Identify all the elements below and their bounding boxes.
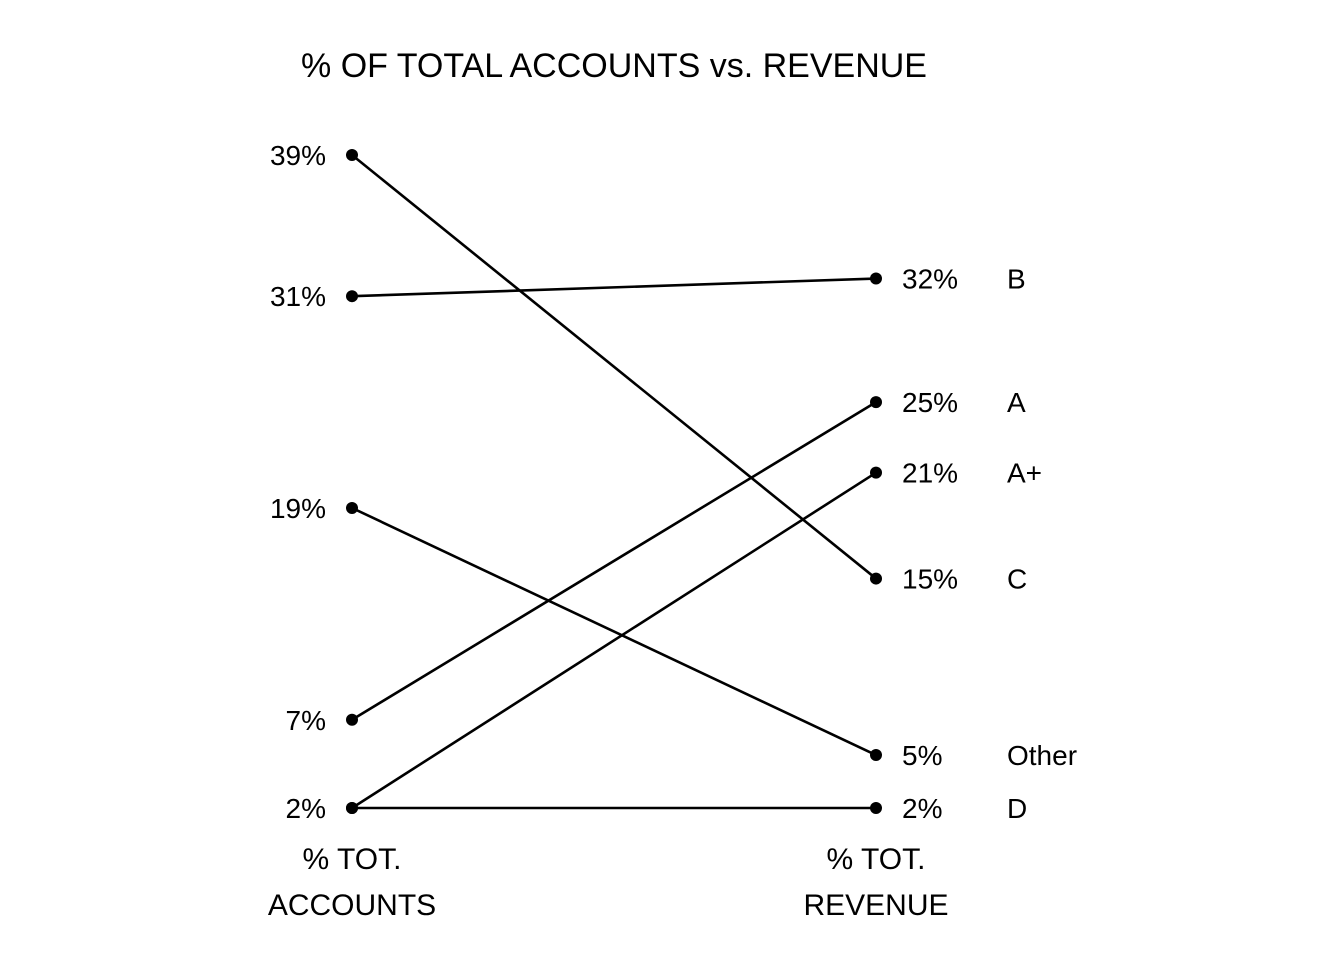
slope-line-b bbox=[351, 277, 877, 298]
category-label-a-plus: A+ bbox=[1007, 458, 1042, 489]
slope-lines bbox=[351, 153, 877, 810]
revenue-value-label-a-plus: 21% bbox=[902, 458, 958, 489]
right-axis-label-line1: % TOT. bbox=[827, 843, 926, 876]
revenue-value-label-other: 5% bbox=[902, 740, 942, 771]
accounts-point-b bbox=[346, 290, 358, 303]
left-axis-label-line2: ACCOUNTS bbox=[268, 889, 436, 922]
slope-line-other bbox=[351, 506, 877, 757]
category-labels: B A A+ C Other D bbox=[1007, 264, 1077, 824]
accounts-point-a bbox=[346, 713, 358, 726]
revenue-value-label-d: 2% bbox=[902, 793, 942, 824]
accounts-value-label-a: 7% bbox=[286, 705, 326, 736]
revenue-point-d bbox=[870, 802, 882, 814]
revenue-point-b bbox=[870, 272, 882, 285]
category-label-a: A bbox=[1007, 387, 1026, 418]
accounts-value-label-c: 39% bbox=[270, 140, 326, 171]
accounts-value-label-a-plus: 2% bbox=[286, 793, 326, 824]
revenue-point-other bbox=[870, 749, 882, 762]
accounts-value-label-b: 31% bbox=[270, 281, 326, 312]
left-axis-label-line1: % TOT. bbox=[303, 843, 402, 876]
revenue-value-label-a: 25% bbox=[902, 387, 958, 418]
right-axis-label-line2: REVENUE bbox=[803, 889, 948, 922]
category-label-other: Other bbox=[1007, 740, 1077, 771]
chart-title: % OF TOTAL ACCOUNTS vs. REVENUE bbox=[301, 47, 927, 85]
revenue-value-label-b: 32% bbox=[902, 264, 958, 295]
slope-line-c bbox=[351, 153, 877, 580]
accounts-point-c bbox=[346, 149, 358, 161]
revenue-value-label-c: 15% bbox=[902, 564, 958, 595]
category-label-d: D bbox=[1007, 793, 1027, 824]
category-label-c: C bbox=[1007, 564, 1027, 595]
accounts-value-label-other: 19% bbox=[270, 493, 326, 524]
slope-line-a bbox=[351, 400, 877, 721]
accounts-point-other bbox=[346, 501, 358, 514]
right-value-labels: 32% 25% 21% 15% 5% 2% bbox=[902, 264, 958, 824]
revenue-point-a-plus bbox=[870, 466, 882, 479]
slope-line-a-plus bbox=[351, 471, 877, 810]
accounts-point-d bbox=[346, 802, 358, 814]
revenue-point-c bbox=[870, 572, 882, 585]
data-points bbox=[346, 149, 882, 814]
revenue-point-a bbox=[870, 396, 882, 409]
category-label-b: B bbox=[1007, 264, 1026, 295]
left-value-labels: 31% 7% 2% 39% 19% bbox=[270, 140, 326, 824]
